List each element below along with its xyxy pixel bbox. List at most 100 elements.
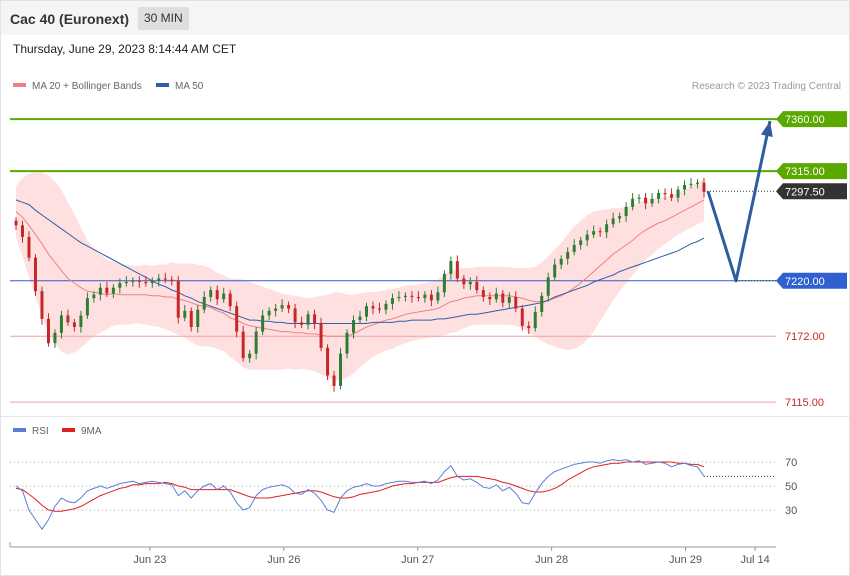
candle-body: [66, 315, 70, 323]
price-tag-bg: [776, 183, 847, 200]
candle-body: [267, 310, 271, 316]
candle-body: [657, 193, 661, 199]
candle-body: [397, 296, 401, 299]
legend-ma20-bb: MA 20 + Bollinger Bands: [13, 81, 142, 92]
candle-body: [98, 287, 102, 295]
candle-body: [507, 296, 511, 303]
candle-body: [449, 261, 453, 274]
candle-body: [150, 280, 154, 284]
candle-body: [105, 287, 109, 294]
candle-body: [592, 231, 596, 235]
candle-body: [144, 281, 148, 284]
candle-body: [254, 331, 258, 354]
price-tag-bg: [776, 111, 847, 128]
forecast-arrow: [706, 120, 772, 283]
candle-body: [429, 294, 433, 301]
candle-body: [462, 278, 466, 285]
candle-body: [598, 231, 602, 233]
candle-body: [20, 225, 24, 237]
candle-body: [228, 293, 232, 307]
candle-body: [85, 298, 89, 316]
candle-body: [410, 295, 414, 297]
candle-body: [579, 240, 583, 245]
candle-body: [215, 290, 219, 300]
rsi-guide-label: 70: [785, 457, 797, 469]
candle-body: [390, 298, 394, 304]
candle-body: [118, 283, 122, 288]
candle-body: [306, 314, 310, 325]
ma20-line: [15, 199, 705, 337]
candle-body: [111, 287, 115, 294]
x-tick-label: Jun 28: [535, 554, 568, 566]
x-tick-label: Jun 29: [669, 554, 702, 566]
timeframe-button[interactable]: 30 MIN: [138, 7, 189, 30]
price-tag-7360.00: 7360.00: [776, 111, 847, 128]
candle-body: [170, 279, 174, 281]
candle-body: [79, 315, 83, 327]
legend-label-ma20: MA 20 + Bollinger Bands: [32, 81, 142, 92]
candle-body: [163, 278, 167, 280]
price-tag-label: 7172.00: [785, 331, 825, 343]
candle-body: [611, 218, 615, 225]
bollinger-band: [16, 172, 704, 381]
candle-body: [559, 258, 563, 265]
candle-body: [319, 323, 323, 348]
candle-body: [403, 295, 407, 297]
candle-body: [624, 206, 628, 217]
legend-label-9ma: 9MA: [81, 426, 102, 437]
candle-body: [377, 308, 381, 310]
legend-9ma: 9MA: [62, 426, 102, 437]
candle-body: [540, 295, 544, 312]
candle-body: [527, 325, 531, 329]
candle-body: [702, 182, 706, 192]
candle-body: [572, 244, 576, 252]
candle-body: [501, 293, 505, 303]
price-tag-bg: [776, 272, 847, 289]
legend-swatch-ma50: [156, 83, 169, 88]
candle-body: [339, 353, 343, 386]
candle-body: [293, 308, 297, 323]
candle-body: [455, 261, 459, 279]
timestamp: Thursday, June 29, 2023 8:14:44 AM CET: [13, 42, 237, 56]
price-tag-7297.50: 7297.50: [776, 183, 847, 200]
candle-body: [14, 220, 18, 226]
candle-body: [176, 280, 180, 318]
candle-body: [46, 318, 50, 344]
candle-body: [287, 305, 291, 309]
candle-body: [423, 294, 427, 299]
candle-body: [631, 198, 635, 207]
candle-body: [553, 264, 557, 278]
candle-body: [345, 332, 349, 354]
candle-body: [202, 296, 206, 310]
candle-body: [27, 236, 31, 258]
candle-body: [196, 309, 200, 327]
x-tick-label: Jul 14: [740, 554, 769, 566]
legend-label-ma50: MA 50: [175, 81, 204, 92]
candle-body: [644, 197, 648, 204]
candle-body: [33, 257, 37, 292]
candle-body: [533, 311, 537, 329]
price-tag-7172.00: 7172.00: [785, 331, 825, 343]
legend-label-rsi: RSI: [32, 426, 49, 437]
price-tag-label: 7297.50: [785, 186, 825, 198]
x-tick-label: Jun 23: [133, 554, 166, 566]
candle-body: [313, 314, 317, 324]
candle-body: [53, 332, 57, 344]
candle-body: [124, 281, 128, 284]
legend-swatch-ma20: [13, 83, 26, 88]
candle-body: [280, 305, 284, 309]
candle-body: [241, 331, 245, 359]
candle-body: [183, 310, 187, 318]
candle-body: [442, 273, 446, 293]
price-tag-7220.00: 7220.00: [776, 272, 847, 289]
candle-body: [248, 353, 252, 359]
candle-body: [384, 303, 388, 310]
rsi-line: [15, 459, 705, 531]
candle-body: [364, 306, 368, 317]
candle-body: [300, 322, 304, 325]
price-tag-label: 7315.00: [785, 166, 825, 178]
candle-body: [326, 347, 330, 376]
rsi-ma9-line: [15, 461, 705, 512]
candle-body: [546, 277, 550, 296]
